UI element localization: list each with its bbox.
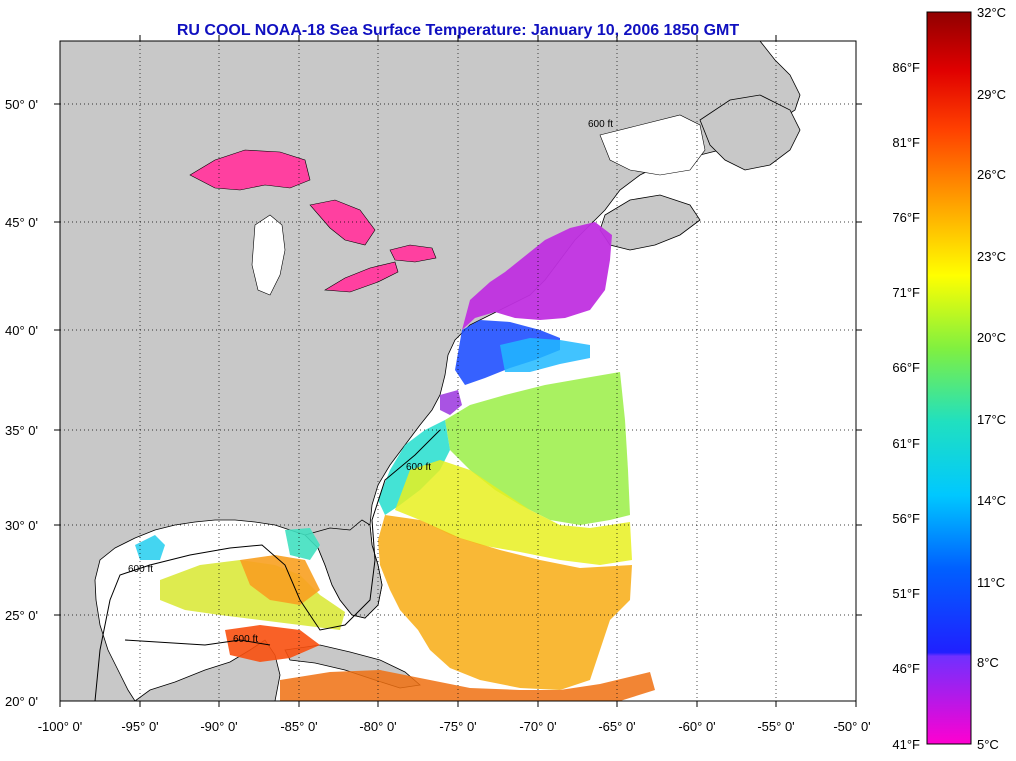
celsius-label: 20°C <box>977 330 1006 345</box>
sst-yellow-band <box>395 460 632 565</box>
fahrenheit-label: 86°F <box>892 60 920 75</box>
celsius-label: 14°C <box>977 493 1006 508</box>
celsius-label: 8°C <box>977 655 999 670</box>
land-newfoundland <box>699 94 801 171</box>
lon-label: -65° 0' <box>598 719 635 734</box>
longitude-labels: -100° 0' -95° 0' -90° 0' -85° 0' -80° 0'… <box>38 719 871 734</box>
lon-label: -50° 0' <box>833 719 870 734</box>
fahrenheit-label: 71°F <box>892 285 920 300</box>
lake-michigan <box>251 214 286 296</box>
fahrenheit-label: 51°F <box>892 586 920 601</box>
fahrenheit-label: 56°F <box>892 511 920 526</box>
celsius-label: 23°C <box>977 249 1006 264</box>
celsius-label: 29°C <box>977 87 1006 102</box>
isobath-label: 600 ft <box>406 462 431 473</box>
colorbar <box>926 11 972 745</box>
sst-chesapeake-purple <box>440 390 462 415</box>
lat-label: 20° 0' <box>5 694 38 709</box>
fahrenheit-label: 61°F <box>892 436 920 451</box>
sst-gulf-cyan-east <box>285 528 320 560</box>
sst-gulf-orange <box>240 555 320 605</box>
sst-caribbean-south <box>280 670 655 701</box>
latitude-labels: 50° 0' 45° 0' 40° 0' 35° 0' 30° 0' 25° 0… <box>5 97 38 709</box>
fahrenheit-label: 41°F <box>892 737 920 752</box>
lake-ontario <box>389 244 437 263</box>
lon-label: -85° 0' <box>280 719 317 734</box>
lake-erie <box>324 261 399 293</box>
lon-label: -90° 0' <box>200 719 237 734</box>
fahrenheit-label: 76°F <box>892 210 920 225</box>
lat-label: 30° 0' <box>5 518 38 533</box>
isobath-600ft <box>94 429 441 702</box>
sst-gulf-of-maine <box>462 222 612 330</box>
fahrenheit-label: 46°F <box>892 661 920 676</box>
lon-label: -60° 0' <box>678 719 715 734</box>
celsius-label: 11°C <box>977 575 1005 590</box>
lon-label: -75° 0' <box>439 719 476 734</box>
sst-caribbean-red <box>225 625 320 662</box>
sst-shelf-cyan <box>500 338 590 372</box>
isobath-label: 600 ft <box>128 564 153 575</box>
colorbar-celsius-labels: 32°C 29°C 26°C 23°C 20°C 17°C 14°C 11°C … <box>977 5 1006 752</box>
lon-label: -70° 0' <box>519 719 556 734</box>
fahrenheit-label: 66°F <box>892 360 920 375</box>
colorbar-fahrenheit-labels: 86°F 81°F 76°F 71°F 66°F 61°F 56°F 51°F … <box>892 60 920 752</box>
lat-label: 45° 0' <box>5 215 38 230</box>
lat-label: 35° 0' <box>5 423 38 438</box>
lake-superior <box>189 149 311 191</box>
isobath-label: 600 ft <box>233 634 258 645</box>
axis-ticks <box>54 35 862 707</box>
isobath-label: 600 ft <box>588 119 613 130</box>
lon-label: -55° 0' <box>757 719 794 734</box>
lon-label: -100° 0' <box>38 719 83 734</box>
fahrenheit-label: 81°F <box>892 135 920 150</box>
lake-huron <box>309 199 376 246</box>
sst-gulf-cyan <box>135 535 165 560</box>
map-title: RU COOL NOAA-18 Sea Surface Temperature:… <box>176 22 740 39</box>
celsius-label: 32°C <box>977 5 1006 20</box>
lat-label: 50° 0' <box>5 97 38 112</box>
graticule <box>60 41 856 701</box>
lat-label: 25° 0' <box>5 608 38 623</box>
lon-label: -95° 0' <box>121 719 158 734</box>
celsius-label: 17°C <box>977 412 1006 427</box>
celsius-label: 26°C <box>977 167 1006 182</box>
sst-subtropical-orange <box>378 515 632 690</box>
lon-label: -80° 0' <box>359 719 396 734</box>
sst-cyan-coastal <box>378 420 450 515</box>
celsius-label: 5°C <box>977 737 999 752</box>
lat-label: 40° 0' <box>5 323 38 338</box>
gulf-st-lawrence <box>599 114 706 176</box>
